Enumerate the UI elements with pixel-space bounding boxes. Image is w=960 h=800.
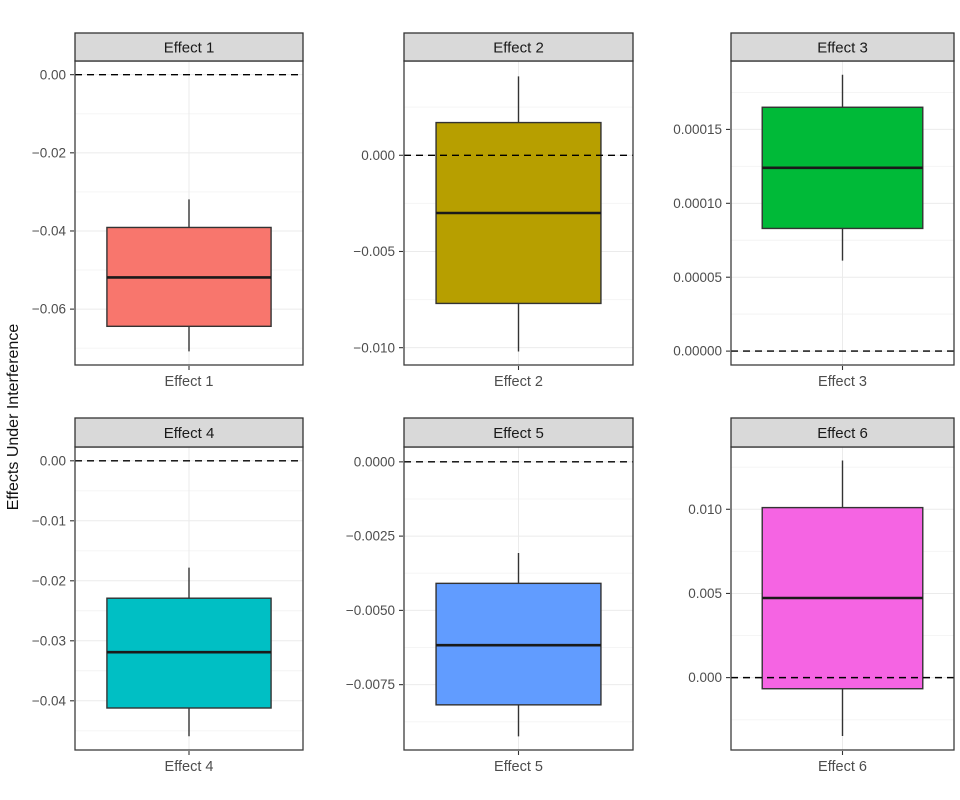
facet-strip-title: Effect 5 xyxy=(493,425,544,442)
facet-effect-3: 0.00015 0.00010 0.00005 0.00000 Effect 3 Effe… xyxy=(673,32,955,390)
y-tick-label: −0.0025 xyxy=(346,529,395,544)
x-axis-category-label: Effect 6 xyxy=(818,759,867,775)
facet-strip xyxy=(730,32,955,62)
x-axis-category-label: Effect 4 xyxy=(165,759,214,775)
facet-effect-1: 0.00 −0.02 −0.04 −0.06 Effect 1 Effect 1 xyxy=(32,32,304,390)
facet-strip-title: Effect 6 xyxy=(817,425,868,442)
y-tick-label: 0.00000 xyxy=(673,344,722,359)
facet-effect-6: 0.010 0.005 0.000 Effect 6 Effect 6 xyxy=(688,417,955,775)
y-tick-label: 0.000 xyxy=(688,670,722,685)
y-tick-label: −0.02 xyxy=(32,145,66,160)
facet-strip xyxy=(403,32,634,62)
y-tick-label: 0.00010 xyxy=(673,196,722,211)
y-tick-label: 0.0000 xyxy=(354,454,395,469)
x-axis-category-label: Effect 1 xyxy=(165,374,214,390)
facet-strip xyxy=(403,417,634,448)
y-tick-label: −0.01 xyxy=(32,513,66,528)
y-tick-label: 0.00005 xyxy=(673,270,722,285)
facet-effect-5: 0.0000 −0.0025 −0.0050 −0.0075 Effect 5 Effec… xyxy=(346,417,634,775)
facet-strip xyxy=(74,417,304,448)
facet-strip xyxy=(730,417,955,448)
y-tick-label: 0.000 xyxy=(361,148,395,163)
y-tick-label: −0.0050 xyxy=(346,603,395,618)
facet-strip-title: Effect 3 xyxy=(817,39,868,56)
y-tick-label: −0.0075 xyxy=(346,677,395,692)
y-tick-label: −0.03 xyxy=(32,633,66,648)
facet-effect-4: 0.00 −0.01 −0.02 −0.03 −0.04 Effect 4 Effect 4 xyxy=(32,417,304,775)
facet-strip-title: Effect 1 xyxy=(164,39,215,56)
y-tick-label: −0.04 xyxy=(32,693,67,708)
y-tick-label: −0.06 xyxy=(32,302,66,317)
y-tick-label: 0.00015 xyxy=(673,122,722,137)
y-tick-label: 0.010 xyxy=(688,502,722,517)
x-axis-category-label: Effect 3 xyxy=(818,374,867,390)
facet-strip xyxy=(74,32,304,62)
y-tick-label: 0.005 xyxy=(688,586,722,601)
y-tick-label: −0.02 xyxy=(32,573,66,588)
y-tick-label: −0.010 xyxy=(353,340,395,355)
facet-effect-2: 0.000 −0.005 −0.010 Effect 2 Effect 2 xyxy=(353,32,634,390)
facet-strip-title: Effect 4 xyxy=(164,425,215,442)
y-tick-label: 0.00 xyxy=(40,67,66,82)
y-tick-label: −0.005 xyxy=(353,244,395,259)
x-axis-category-label: Effect 2 xyxy=(494,374,543,390)
facet-strip-title: Effect 2 xyxy=(493,39,544,56)
x-axis-category-label: Effect 5 xyxy=(494,759,543,775)
y-tick-label: 0.00 xyxy=(40,453,66,468)
y-tick-label: −0.04 xyxy=(32,224,67,239)
